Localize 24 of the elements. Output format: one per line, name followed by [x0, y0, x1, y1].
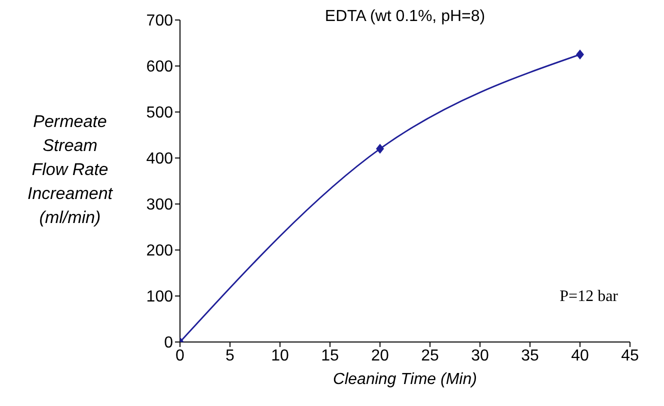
- y-tick-label: 600: [146, 58, 174, 76]
- point: [576, 50, 584, 60]
- x-tick-label: 45: [621, 347, 639, 364]
- y-tick-label: 400: [146, 150, 174, 168]
- annotation: P=12 bar: [560, 288, 618, 306]
- y-tick-label: 700: [146, 12, 174, 30]
- chart-title: EDTA (wt 0.1%, pH=8): [324, 8, 486, 26]
- x-tick-label: 15: [321, 347, 339, 364]
- x-tick-label: 10: [271, 347, 289, 364]
- y-tick-label: 0: [164, 334, 174, 352]
- y-tick-label: 100: [146, 288, 174, 306]
- y-tick-label: 300: [146, 196, 174, 214]
- x-tick-label: 0: [176, 347, 185, 364]
- x-tick-label: 40: [571, 347, 589, 364]
- x-tick-label: 35: [521, 347, 539, 364]
- point: [376, 144, 384, 154]
- x-tick-label: 5: [226, 347, 235, 364]
- x-tick-label: 20: [371, 347, 389, 364]
- x-tick-label: 25: [421, 347, 439, 364]
- y-tick-label: 500: [146, 104, 174, 122]
- y-axis-title: Permeate Stream Flow Rate Increament (ml/min): [26, 111, 114, 229]
- x-axis-title: Cleaning Time (Min): [333, 371, 477, 388]
- y-tick-label: 200: [146, 242, 174, 260]
- x-tick-label: 30: [471, 347, 489, 364]
